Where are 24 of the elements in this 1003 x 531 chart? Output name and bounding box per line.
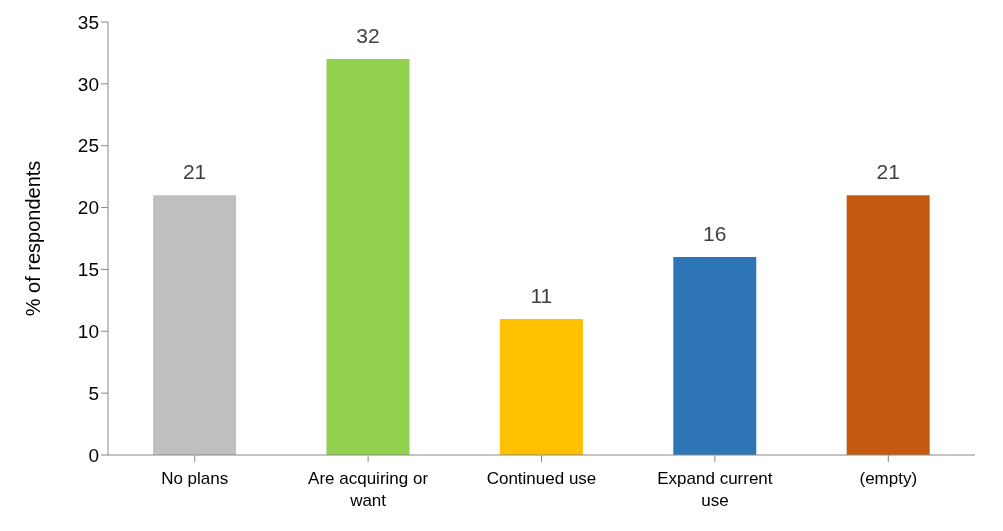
x-tick-label: Expand current use bbox=[657, 469, 773, 510]
data-label: 11 bbox=[530, 283, 553, 307]
bar bbox=[153, 195, 237, 455]
bar bbox=[846, 195, 930, 455]
y-tick-label: 25 bbox=[77, 135, 99, 157]
x-tick-label: No plans bbox=[161, 469, 229, 488]
y-tick-label: 20 bbox=[77, 197, 99, 219]
x-tick-label: (empty) bbox=[859, 469, 918, 488]
bar bbox=[673, 257, 757, 455]
x-tick-label: Continued use bbox=[486, 469, 597, 488]
y-tick-label: 0 bbox=[88, 444, 99, 466]
x-tick-label: Are acquiring or want bbox=[308, 469, 429, 510]
data-label: 21 bbox=[876, 160, 900, 184]
y-tick-label: 10 bbox=[77, 321, 99, 343]
data-label: 16 bbox=[703, 222, 727, 246]
y-tick-label: 30 bbox=[77, 73, 99, 95]
y-tick-label: 15 bbox=[77, 259, 99, 281]
data-label: 32 bbox=[356, 24, 380, 48]
y-tick-label: 5 bbox=[88, 382, 99, 404]
bar bbox=[326, 59, 410, 455]
bar bbox=[499, 318, 583, 455]
data-label: 21 bbox=[182, 160, 207, 184]
y-axis-title: % of respondents bbox=[22, 160, 45, 317]
y-tick-label: 35 bbox=[77, 11, 99, 33]
